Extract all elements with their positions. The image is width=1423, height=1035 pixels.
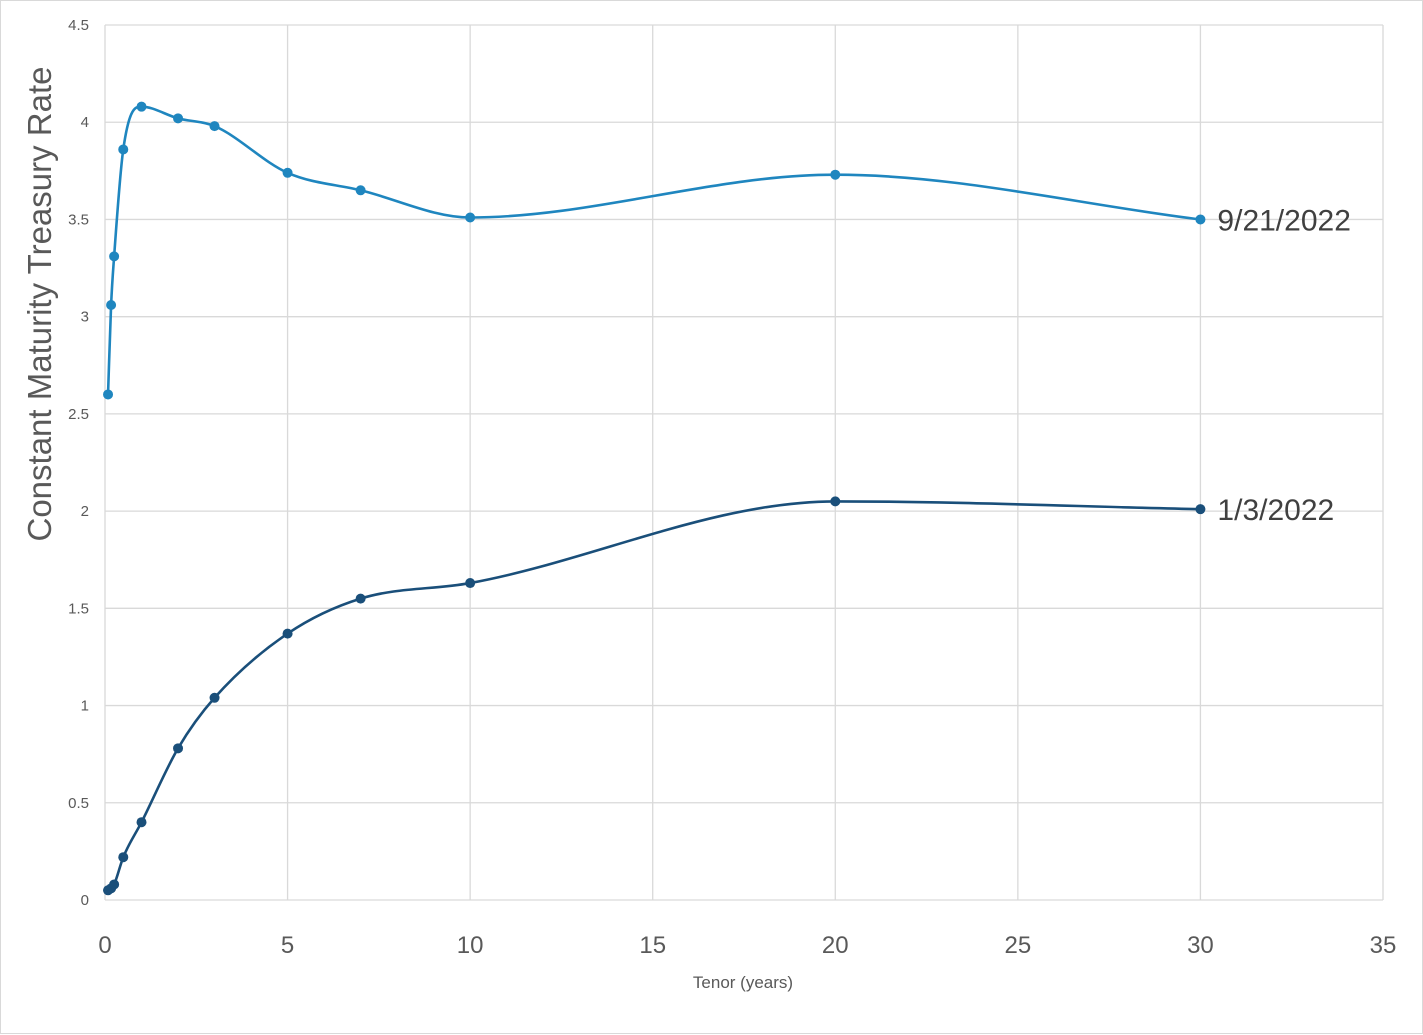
data-point [136,817,147,828]
x-tick-label: 30 [1187,932,1214,959]
data-point [173,743,184,754]
y-tick-label: 0.5 [68,795,89,812]
y-tick-label: 2.5 [68,406,89,423]
data-point [103,389,114,400]
data-point [355,185,366,196]
data-point [1195,214,1206,225]
x-tick-label: 20 [822,932,849,959]
data-point [173,113,184,124]
y-tick-label: 0 [81,892,89,909]
y-tick-label: 1 [81,698,89,715]
series-end-label: 1/3/2022 [1217,494,1334,527]
data-point [465,212,476,223]
y-tick-label: 2 [81,503,89,520]
y-tick-label: 3 [81,309,89,326]
data-point [830,496,841,507]
series-line [107,500,1201,892]
y-tick-label: 4.5 [68,17,89,34]
axes: 0 0.5 1 1.5 2 2.5 3 3.5 4 4.5 0 5 10 15 20 25 30 35 [68,17,1396,959]
grid [104,24,1384,901]
x-axis-label: Tenor (years) [693,973,793,992]
data-point [118,852,129,863]
x-tick-label: 15 [639,932,666,959]
data-point [1195,504,1206,515]
series-end-label: 9/21/2022 [1217,204,1350,237]
x-tick-label: 35 [1370,932,1397,959]
data-point [109,879,120,890]
data-point [136,101,147,112]
x-tick-label: 5 [281,932,294,959]
data-point [118,144,129,155]
x-tick-label: 25 [1005,932,1032,959]
data-point [209,692,220,703]
data-point [282,628,293,639]
data-point [465,578,476,589]
y-axis-label: Constant Maturity Treasury Rate [21,66,58,541]
series-0: 9/21/2022 [103,101,1351,400]
series-line [106,105,1201,395]
y-tick-label: 3.5 [68,211,89,228]
data-point [830,169,841,180]
data-point [282,167,293,178]
y-tick-label: 4 [81,114,89,131]
series-1: 1/3/2022 [103,494,1334,896]
series: 9/21/2022 1/3/2022 [103,101,1351,896]
data-point [209,121,220,132]
data-point [106,300,117,310]
y-tick-label: 1.5 [68,600,89,617]
x-tick-label: 0 [98,932,111,959]
x-tick-label: 10 [457,932,484,959]
data-point [355,593,366,604]
data-point [109,251,120,262]
